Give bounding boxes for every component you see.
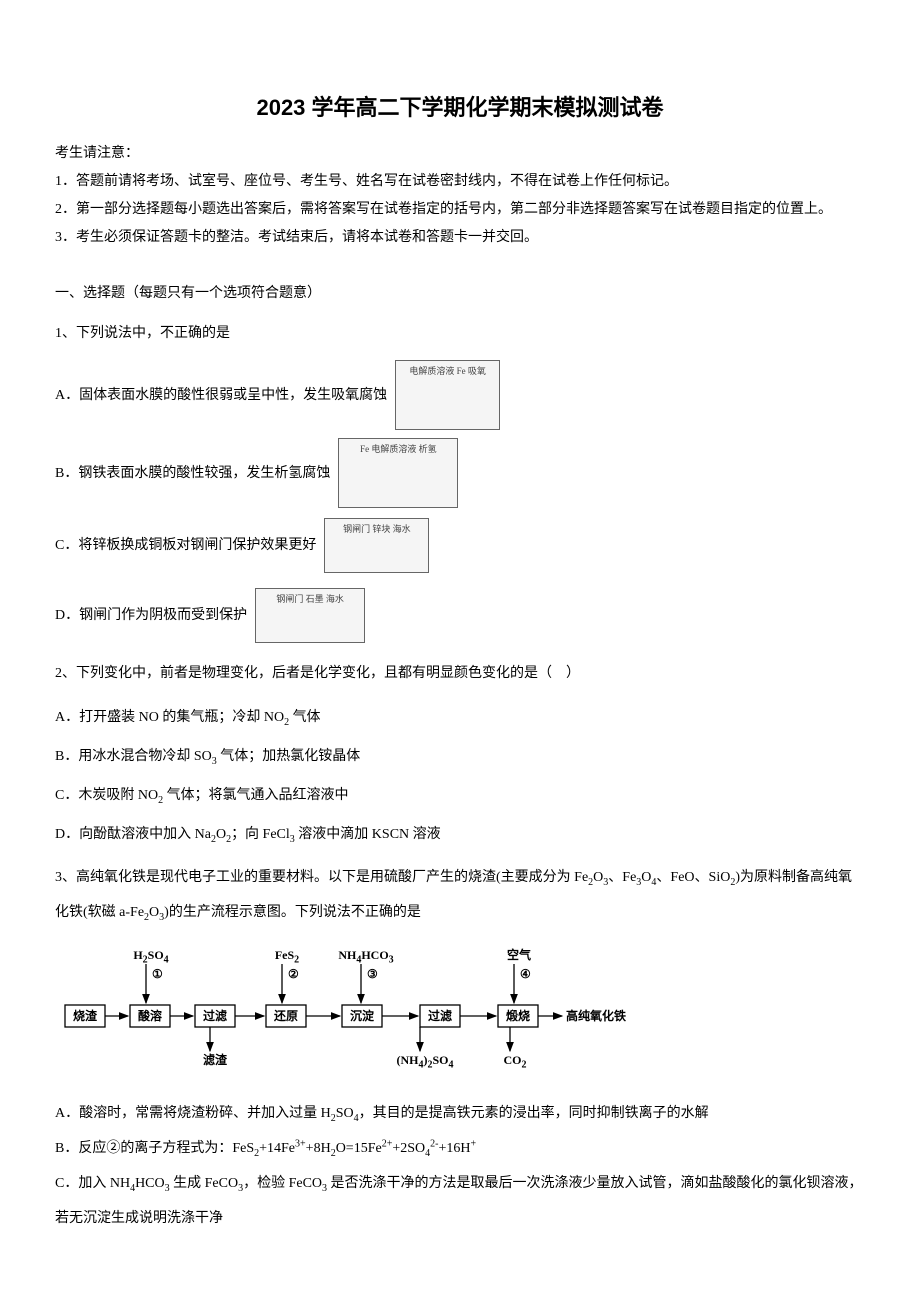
q2-option-c: C．木炭吸附 NO2 气体；将氯气通入品红溶液中 (55, 778, 865, 813)
svg-text:酸溶: 酸溶 (138, 1008, 162, 1023)
q1-option-d-row: D．钢闸门作为阴极而受到保护 钢闸门 石墨 海水 (55, 586, 865, 644)
q1-option-d-text: D．钢闸门作为阴极而受到保护 (55, 603, 247, 628)
q1-option-d-figure: 钢闸门 石墨 海水 (255, 588, 365, 643)
svg-text:高纯氧化铁: 高纯氧化铁 (566, 1008, 626, 1023)
svg-text:煅烧: 煅烧 (506, 1008, 530, 1023)
flowchart-svg: H2SO4①FeS2②NH4HCO3③空气④烧渣酸溶过滤还原沉淀过滤煅烧高纯氧化… (60, 946, 660, 1076)
q1-option-c-text: C．将锌板换成铜板对钢闸门保护效果更好 (55, 533, 316, 558)
figure-caption: 钢闸门 石墨 海水 (276, 594, 344, 604)
page-title: 2023 学年高二下学期化学期末模拟测试卷 (55, 90, 865, 122)
q3-option-b: B．反应②的离子方程式为：FeS2+14Fe3++8H2O=15Fe2++2SO… (55, 1131, 865, 1166)
q1-option-b-row: B．钢铁表面水膜的酸性较强，发生析氢腐蚀 Fe 电解质溶液 析氢 (55, 438, 865, 508)
notice-block: 考生请注意： 1．答题前请将考场、试室号、座位号、考生号、姓名写在试卷密封线内，… (55, 140, 865, 252)
q3-option-c: C．加入 NH4HCO3 生成 FeCO3，检验 FeCO3 是否洗涤干净的方法… (55, 1166, 865, 1236)
section-1-heading: 一、选择题（每题只有一个选项符合题意） (55, 280, 865, 308)
q3-stem: 3、高纯氧化铁是现代电子工业的重要材料。以下是用硫酸厂产生的烧渣(主要成分为 F… (55, 860, 865, 930)
svg-text:过滤: 过滤 (428, 1008, 452, 1023)
svg-text:过滤: 过滤 (203, 1008, 227, 1023)
q1-option-a-text: A．固体表面水膜的酸性很弱或呈中性，发生吸氧腐蚀 (55, 383, 387, 408)
q1-option-b-figure: Fe 电解质溶液 析氢 (338, 438, 458, 508)
q1-option-a-row: A．固体表面水膜的酸性很弱或呈中性，发生吸氧腐蚀 电解质溶液 Fe 吸氧 (55, 360, 865, 430)
svg-text:②: ② (288, 967, 299, 981)
q2-option-a: A．打开盛装 NO 的集气瓶；冷却 NO2 气体 (55, 700, 865, 735)
notice-item-1: 1．答题前请将考场、试室号、座位号、考生号、姓名写在试卷密封线内，不得在试卷上作… (55, 168, 865, 196)
svg-text:④: ④ (520, 967, 531, 981)
q2-option-d: D．向酚酞溶液中加入 Na2O2；向 FeCl3 溶液中滴加 KSCN 溶液 (55, 817, 865, 852)
svg-text:①: ① (152, 967, 163, 981)
q1-option-a-figure: 电解质溶液 Fe 吸氧 (395, 360, 500, 430)
q3-option-a: A．酸溶时，常需将烧渣粉碎、并加入过量 H2SO4，其目的是提高铁元素的浸出率，… (55, 1096, 865, 1131)
svg-text:沉淀: 沉淀 (350, 1008, 375, 1023)
q2-stem: 2、下列变化中，前者是物理变化，后者是化学变化，且都有明显颜色变化的是（ ） (55, 658, 865, 690)
q1-option-c-figure: 钢闸门 锌块 海水 (324, 518, 429, 573)
notice-heading: 考生请注意： (55, 140, 865, 168)
notice-item-2: 2．第一部分选择题每小题选出答案后，需将答案写在试卷指定的括号内，第二部分非选择… (55, 196, 865, 224)
notice-item-3: 3．考生必须保证答题卡的整洁。考试结束后，请将本试卷和答题卡一并交回。 (55, 224, 865, 252)
svg-text:烧渣: 烧渣 (73, 1008, 98, 1023)
figure-caption: 钢闸门 锌块 海水 (343, 524, 411, 534)
q1-option-b-text: B．钢铁表面水膜的酸性较强，发生析氢腐蚀 (55, 461, 330, 486)
svg-text:③: ③ (367, 967, 378, 981)
q1-option-c-row: C．将锌板换成铜板对钢闸门保护效果更好 钢闸门 锌块 海水 (55, 516, 865, 574)
q1-stem: 1、下列说法中，不正确的是 (55, 318, 865, 350)
q2-option-b: B．用冰水混合物冷却 SO3 气体；加热氯化铵晶体 (55, 739, 865, 774)
q3-flowchart: H2SO4①FeS2②NH4HCO3③空气④烧渣酸溶过滤还原沉淀过滤煅烧高纯氧化… (60, 946, 865, 1076)
figure-caption: Fe 电解质溶液 析氢 (360, 444, 437, 454)
figure-caption: 电解质溶液 Fe 吸氧 (409, 366, 486, 376)
svg-text:还原: 还原 (273, 1008, 298, 1023)
